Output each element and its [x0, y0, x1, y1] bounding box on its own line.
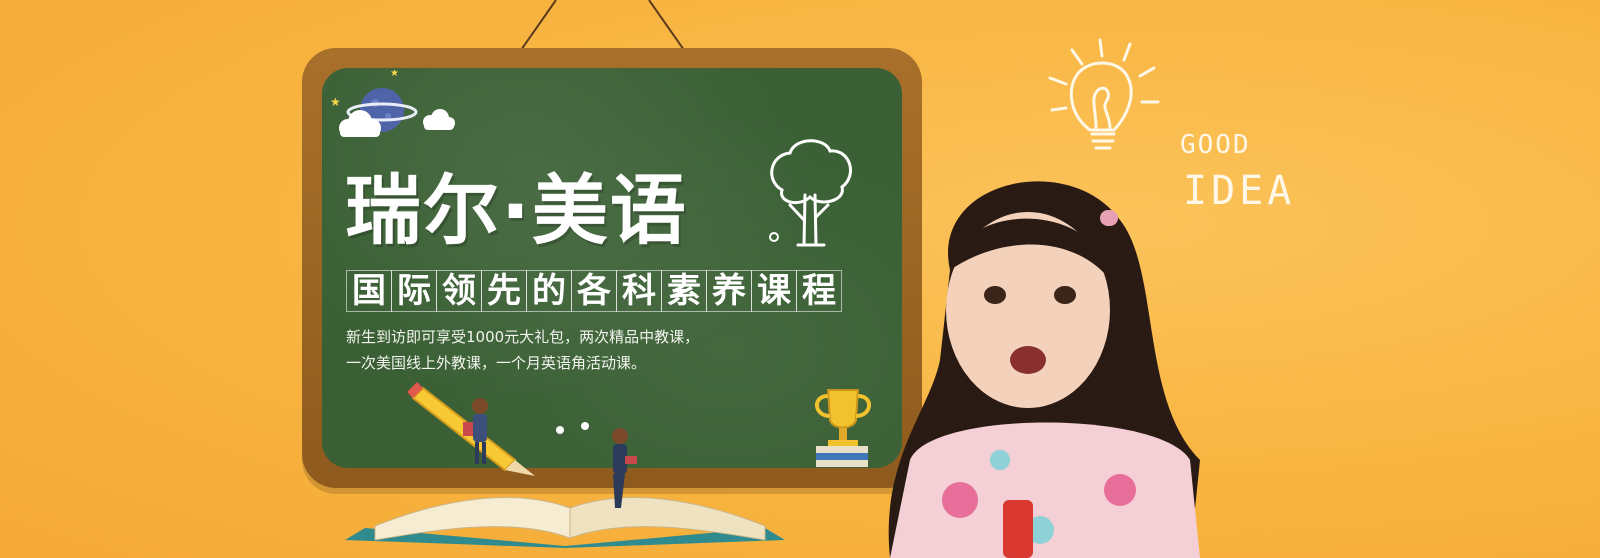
trophy-icon	[815, 389, 871, 467]
subtitle-char: 各	[571, 270, 617, 312]
subtitle-char: 养	[706, 270, 752, 312]
brand-title: 瑞尔·美语	[345, 166, 688, 255]
tree-icon	[769, 139, 852, 247]
subtitle-char: 程	[796, 270, 842, 312]
description-line-1: 新生到访即可享受1000元大礼包，两次精品中教课，	[346, 328, 700, 346]
subtitle-char: 先	[481, 270, 527, 312]
subtitle-char: 素	[661, 270, 707, 312]
light-bulb-icon	[1048, 38, 1160, 150]
chalk-idea-text: IDEA	[1183, 168, 1296, 214]
chalkboard	[302, 48, 922, 488]
planet-icon: ★ ★	[330, 70, 455, 137]
cloud-icon	[339, 110, 381, 137]
description-line-2: 一次美国线上外教课，一个月英语角活动课。	[346, 354, 647, 372]
cloud-icon	[423, 109, 455, 130]
chalkboard-surface	[322, 68, 902, 468]
subtitle-char: 的	[526, 270, 572, 312]
subtitle-char: 国	[346, 270, 392, 312]
girl-photo	[888, 181, 1200, 558]
star-icon: ★	[330, 95, 341, 109]
star-icon: ★	[390, 70, 399, 79]
hanging-string-left	[519, 0, 557, 52]
subtitle-grid: 国 际 领 先 的 各 科 素 养 课 程	[346, 270, 842, 312]
hanging-string-right	[648, 0, 686, 52]
chalk-good-text: GOOD	[1180, 130, 1251, 160]
open-book-icon	[345, 382, 785, 548]
subtitle-char: 课	[751, 270, 797, 312]
subtitle-char: 际	[391, 270, 437, 312]
subtitle-char: 领	[436, 270, 482, 312]
subtitle-char: 科	[616, 270, 662, 312]
